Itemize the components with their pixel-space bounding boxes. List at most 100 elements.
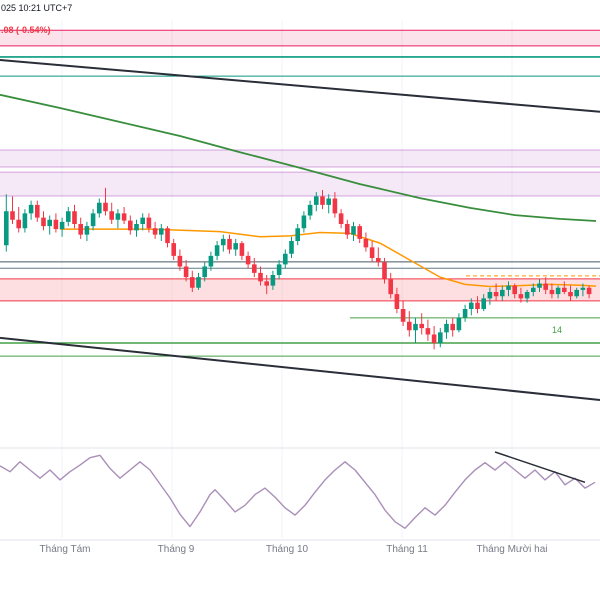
candle-down (407, 321, 412, 331)
candle-down (35, 204, 40, 218)
candle-up (438, 332, 443, 343)
candle-down (72, 211, 77, 224)
time-axis[interactable]: Tháng Tám Tháng 9 Tháng 10 Tháng 11 Tháng Mư… (0, 540, 600, 562)
chart-timestamp: 025 10:21 UTC+7 (1, 3, 73, 13)
candle-down (369, 247, 375, 258)
candle-down (239, 243, 245, 256)
supply-zone-top (0, 30, 600, 46)
candle-up (580, 287, 586, 290)
candle-up (47, 219, 52, 227)
candle-up (289, 241, 294, 254)
candle-up (97, 202, 102, 214)
candle-up (28, 204, 34, 214)
candle-up (276, 264, 282, 275)
candle-up (469, 302, 474, 309)
candle-down (568, 292, 573, 297)
ma-slow-line (0, 93, 597, 222)
candle-up (84, 226, 90, 235)
candle-down (109, 211, 114, 220)
candle-down (518, 294, 524, 299)
candle-down (53, 219, 59, 230)
candle-down (190, 277, 195, 288)
candle-down (152, 228, 158, 235)
candle-up (524, 292, 530, 299)
candle-down (264, 281, 269, 286)
candle-down (345, 224, 350, 235)
candle-up (413, 323, 418, 331)
rsi-line (0, 454, 596, 529)
candle-down (425, 328, 431, 335)
candle-up (487, 292, 493, 299)
candle-down (400, 309, 406, 322)
time-axis-label: Tháng Tám (39, 544, 91, 555)
candle-down (165, 228, 170, 244)
candle-up (531, 287, 536, 292)
candle-down (376, 258, 381, 263)
candle-up (307, 204, 313, 216)
candle-down (245, 255, 251, 265)
channel-bottom-trendline[interactable] (0, 336, 600, 401)
candle-down (382, 262, 387, 280)
price-change-label: .08 (-0.54%) (1, 25, 51, 35)
time-axis-label: Tháng 9 (157, 544, 195, 555)
candle-up (233, 243, 238, 250)
candle-down (543, 283, 548, 290)
candle-up (134, 224, 139, 231)
candle-up (159, 228, 164, 235)
candle-down (183, 266, 189, 278)
candle-down (103, 202, 108, 212)
time-axis-label: Tháng Mười hai (476, 544, 548, 555)
candle-down (394, 294, 400, 309)
candle-up (537, 283, 542, 288)
candle-up (4, 211, 9, 246)
time-axis-label: Tháng 10 (265, 544, 309, 555)
candle-up (555, 287, 561, 295)
supply-zone-upper (0, 150, 600, 168)
candle-up (115, 213, 121, 220)
candle-up (140, 217, 145, 224)
candle-up (202, 266, 207, 278)
candle-down (258, 272, 263, 282)
candle-up (351, 226, 356, 235)
candle-down (320, 196, 325, 205)
candle-up (196, 277, 201, 288)
candle-up (214, 245, 220, 256)
candle-up (208, 255, 214, 267)
candle-down (450, 323, 455, 331)
candle-down (10, 211, 15, 220)
candle-up (59, 221, 65, 230)
candle-up (66, 211, 71, 222)
time-axis-label: Tháng 11 (386, 544, 428, 555)
candle-down (78, 224, 83, 235)
candle-up (481, 298, 486, 309)
candle-down (493, 292, 499, 297)
indicator-value-label: 14 (552, 325, 562, 335)
candle-up (270, 275, 276, 286)
candle-down (41, 217, 46, 227)
candle-up (221, 238, 226, 246)
candle-down (121, 213, 127, 221)
candle-down (512, 285, 517, 295)
candle-up (301, 215, 307, 229)
candle-up (283, 253, 288, 265)
candle-down (252, 264, 257, 273)
candle-down (549, 289, 555, 295)
candle-down (171, 243, 176, 256)
candle-down (332, 198, 338, 214)
candle-down (338, 213, 344, 224)
candle-up (444, 323, 449, 333)
candle-down (16, 219, 21, 229)
candle-up (90, 213, 96, 227)
candle-up (456, 317, 462, 331)
candle-down (562, 287, 567, 292)
candle-down (363, 238, 369, 248)
candle-down (177, 255, 183, 267)
candle-down (227, 238, 232, 250)
candle-down (388, 279, 393, 295)
rsi-trendline[interactable] (494, 451, 586, 484)
candle-up (326, 198, 331, 205)
channel-top-trendline[interactable] (0, 58, 600, 113)
candle-down (128, 220, 133, 231)
